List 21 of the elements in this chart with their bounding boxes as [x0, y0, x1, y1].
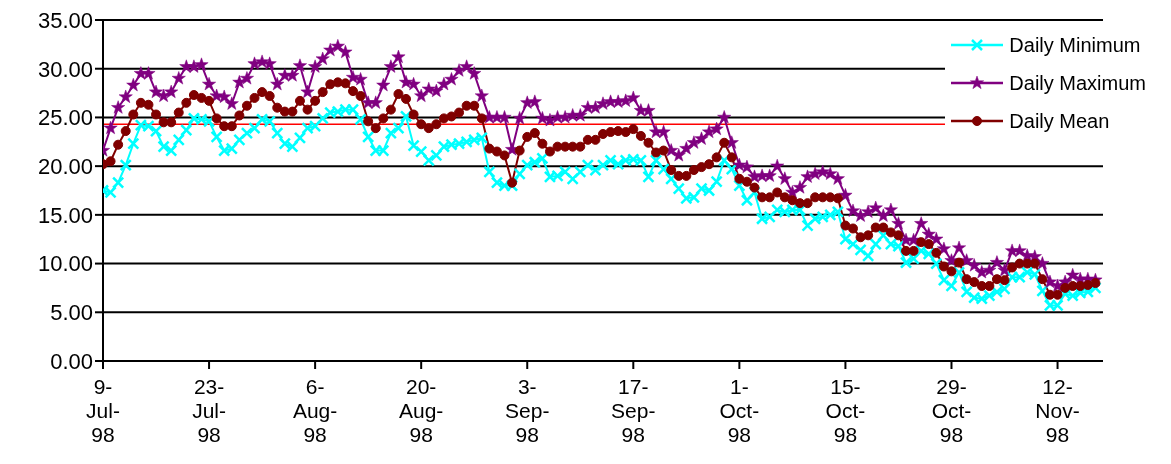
x-tick-label: 6-Aug-98 [292, 374, 338, 447]
x-tick-label: 3-Sep-98 [505, 374, 550, 447]
y-tick-label: 5.00 [50, 300, 93, 326]
legend-label: Daily Maximum [1009, 71, 1146, 95]
y-tick-label: 15.00 [37, 202, 93, 228]
x-tick-label: 12-Nov-98 [1035, 374, 1080, 447]
y-tick-label: 0.00 [50, 348, 93, 374]
x-tick-label: 1-Oct-98 [719, 374, 760, 447]
x-tick-label: 9-Jul-98 [86, 374, 120, 447]
x-tick-label: 15-Oct-98 [825, 374, 866, 447]
y-tick-label: 35.00 [37, 7, 93, 33]
y-tick-label: 20.00 [37, 153, 93, 179]
legend-label: Daily Mean [1009, 109, 1110, 133]
y-tick-label: 10.00 [37, 251, 93, 277]
legend-label: Daily Minimum [1009, 33, 1141, 57]
x-tick-label: 29-Oct-98 [931, 374, 972, 447]
y-tick-label: 25.00 [37, 105, 93, 131]
x-tick-label: 23-Jul-98 [192, 374, 226, 447]
y-tick-label: 30.00 [37, 56, 93, 82]
x-tick-label: 20-Aug-98 [399, 374, 444, 447]
x-tick-label: 17-Sep-98 [611, 374, 656, 447]
